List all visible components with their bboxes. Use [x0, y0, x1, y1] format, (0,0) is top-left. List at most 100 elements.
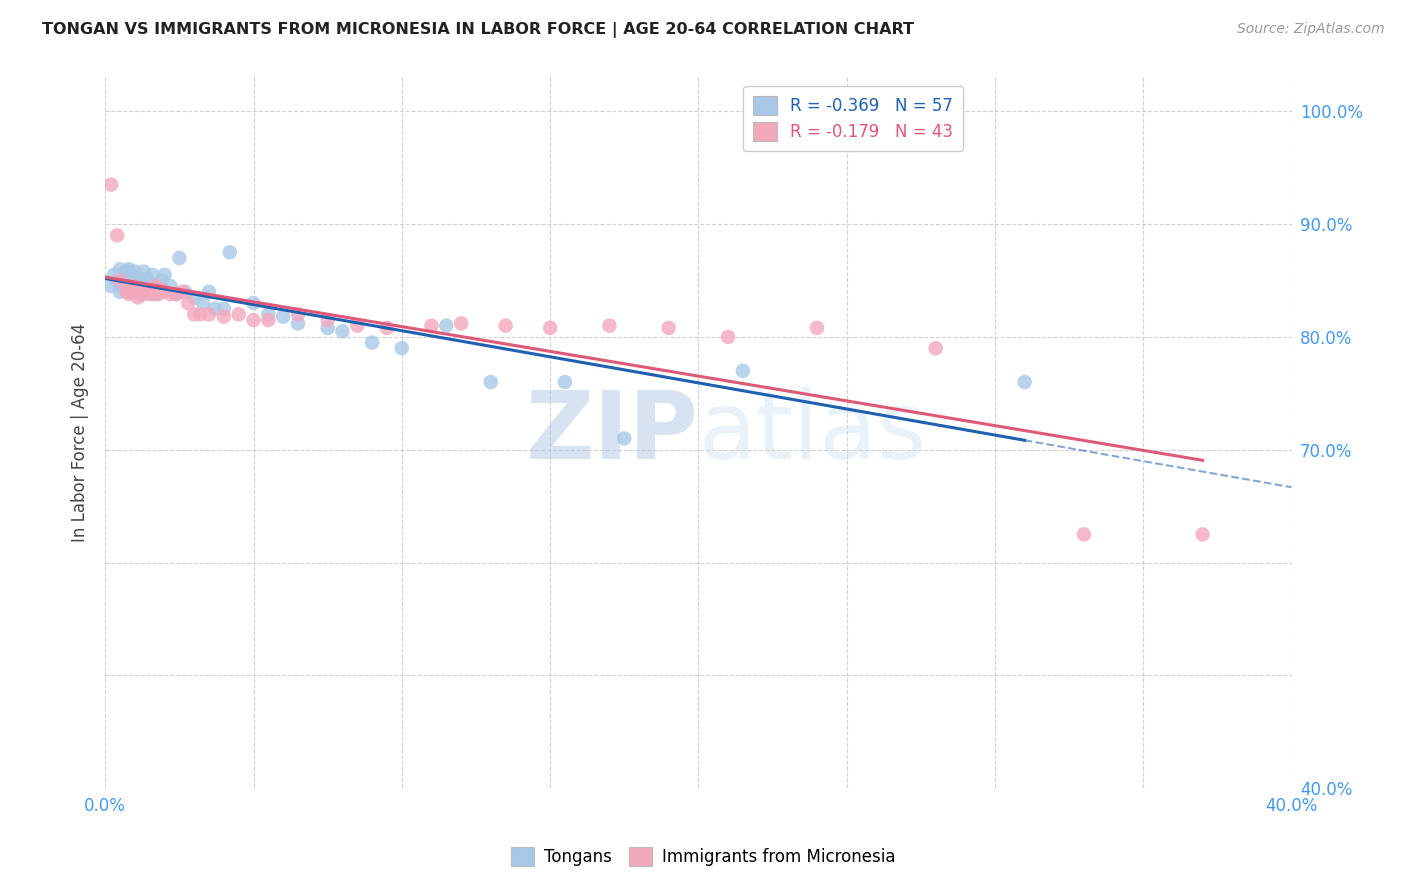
Point [191, 296, 214, 310]
Point [183, 307, 205, 321]
Point [100, 279, 122, 293]
Point [127, 276, 149, 290]
Point [105, 228, 128, 243]
Point [450, 317, 472, 331]
Point [108, 262, 131, 277]
Point [183, 290, 205, 304]
Point [124, 285, 146, 299]
Point [129, 273, 152, 287]
Y-axis label: In Labor Force | Age 20-64: In Labor Force | Age 20-64 [72, 323, 89, 542]
Point [495, 318, 517, 333]
Point [142, 279, 165, 293]
Point [316, 321, 339, 335]
Point [124, 264, 146, 278]
Point [198, 285, 221, 299]
Point [287, 317, 309, 331]
Point [257, 307, 280, 321]
Point [375, 321, 398, 335]
Point [111, 271, 134, 285]
Point [188, 307, 211, 321]
Point [118, 287, 141, 301]
Point [108, 273, 131, 287]
Text: Source: ZipAtlas.com: Source: ZipAtlas.com [1237, 22, 1385, 37]
Point [1073, 527, 1095, 541]
Point [1191, 527, 1213, 541]
Point [138, 287, 160, 301]
Point [115, 285, 138, 299]
Point [554, 375, 576, 389]
Point [100, 178, 122, 192]
Point [129, 283, 152, 297]
Point [118, 262, 141, 277]
Point [165, 287, 187, 301]
Point [127, 290, 149, 304]
Text: TONGAN VS IMMIGRANTS FROM MICRONESIA IN LABOR FORCE | AGE 20-64 CORRELATION CHAR: TONGAN VS IMMIGRANTS FROM MICRONESIA IN … [42, 22, 914, 38]
Point [479, 375, 502, 389]
Point [115, 276, 138, 290]
Point [105, 273, 128, 287]
Point [132, 279, 155, 293]
Point [115, 264, 138, 278]
Point [121, 268, 143, 282]
Text: ZIP: ZIP [526, 387, 699, 479]
Point [257, 313, 280, 327]
Point [127, 283, 149, 297]
Point [212, 310, 235, 324]
Point [271, 310, 294, 324]
Point [145, 279, 167, 293]
Point [346, 318, 368, 333]
Point [169, 251, 191, 265]
Point [118, 273, 141, 287]
Point [174, 285, 197, 299]
Point [198, 307, 221, 321]
Point [121, 279, 143, 293]
Point [538, 321, 561, 335]
Point [153, 268, 176, 282]
Point [228, 307, 250, 321]
Point [108, 285, 131, 299]
Point [118, 285, 141, 299]
Point [177, 296, 200, 310]
Point [135, 285, 157, 299]
Point [316, 313, 339, 327]
Point [434, 318, 457, 333]
Point [731, 364, 754, 378]
Point [135, 271, 157, 285]
Point [129, 287, 152, 301]
Point [121, 279, 143, 293]
Point [218, 245, 240, 260]
Point [124, 271, 146, 285]
Point [204, 301, 226, 316]
Text: atlas: atlas [699, 387, 927, 479]
Point [142, 268, 165, 282]
Point [391, 341, 413, 355]
Point [111, 279, 134, 293]
Point [332, 324, 354, 338]
Point [717, 330, 740, 344]
Point [361, 335, 384, 350]
Point [924, 341, 946, 355]
Point [124, 285, 146, 299]
Point [212, 301, 235, 316]
Point [242, 313, 264, 327]
Point [658, 321, 681, 335]
Point [613, 432, 636, 446]
Point [287, 307, 309, 321]
Point [150, 283, 173, 297]
Point [148, 283, 170, 297]
Point [242, 296, 264, 310]
Point [132, 264, 155, 278]
Point [806, 321, 828, 335]
Point [138, 283, 160, 297]
Point [103, 268, 125, 282]
Point [159, 279, 181, 293]
Point [1014, 375, 1036, 389]
Legend: R = -0.369   N = 57, R = -0.179   N = 43: R = -0.369 N = 57, R = -0.179 N = 43 [744, 86, 963, 151]
Point [598, 318, 620, 333]
Point [150, 273, 173, 287]
Point [138, 276, 160, 290]
Point [132, 287, 155, 301]
Point [142, 287, 165, 301]
Point [153, 285, 176, 299]
Point [165, 287, 187, 301]
